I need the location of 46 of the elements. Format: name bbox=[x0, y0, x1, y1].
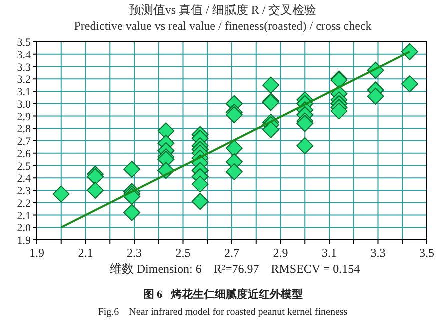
x-tick-label: 2.5 bbox=[176, 246, 191, 260]
y-tick-label: 3.4 bbox=[17, 49, 32, 62]
y-tick-label: 3.3 bbox=[17, 62, 32, 74]
x-tick-label: 2.3 bbox=[127, 246, 142, 260]
point bbox=[226, 140, 243, 157]
point bbox=[330, 102, 348, 120]
point bbox=[296, 137, 314, 154]
y-tick-label: 2.1 bbox=[17, 210, 31, 222]
x-axis-title: 维数 Dimension: 6 R²=76.97 RMSECV = 0.154 bbox=[110, 262, 360, 276]
x-tick-label: 2.7 bbox=[224, 246, 240, 260]
y-tick-label: 2.3 bbox=[17, 186, 32, 198]
y-tick-label: 2.8 bbox=[17, 124, 32, 136]
point bbox=[401, 43, 418, 60]
y-tick-label: 2.9 bbox=[17, 111, 32, 124]
y-tick-label: 3.2 bbox=[17, 74, 31, 86]
point bbox=[262, 121, 280, 138]
point bbox=[192, 176, 209, 193]
x-tick-label: 2.9 bbox=[273, 246, 288, 260]
y-tick-label: 2.5 bbox=[17, 160, 32, 173]
chart-title: 预测值vs 真值 / 细腻度 R / 交叉检验 bbox=[129, 3, 317, 17]
point bbox=[226, 163, 243, 180]
y-tick-label: 2.2 bbox=[17, 198, 31, 210]
point bbox=[192, 193, 209, 210]
x-tick-label: 3.5 bbox=[420, 246, 434, 260]
y-tick-label: 3.1 bbox=[17, 86, 31, 98]
y-tick-label: 2.6 bbox=[17, 148, 32, 160]
point bbox=[124, 204, 141, 222]
point bbox=[87, 182, 104, 199]
y-tick-label: 2.4 bbox=[17, 173, 32, 186]
y-tick-label: 2.7 bbox=[17, 136, 32, 148]
caption: Fig.6 Near infrared model for roasted peanut kernel fineness bbox=[98, 307, 348, 318]
point bbox=[367, 88, 384, 105]
x-tick-label: 3.1 bbox=[322, 246, 337, 260]
x-tick-label: 1.9 bbox=[30, 246, 44, 260]
x-tick-label: 2.1 bbox=[78, 246, 94, 260]
y-tick-label: 3.0 bbox=[17, 98, 32, 111]
point bbox=[52, 186, 70, 203]
chart-subtitle: Predictive value vs real value / fineness(roasted) / cross check bbox=[74, 19, 372, 33]
point bbox=[401, 76, 418, 93]
y-tick-label: 2.0 bbox=[17, 222, 32, 235]
x-tick-label: 3.3 bbox=[370, 246, 386, 260]
point bbox=[262, 76, 280, 94]
y-tick-label: 3.5 bbox=[17, 37, 32, 49]
point bbox=[124, 160, 141, 178]
caption: 图 6 烤花生仁细腻度近红外模型 bbox=[143, 288, 303, 301]
y-tick-label: 1.9 bbox=[17, 235, 32, 247]
